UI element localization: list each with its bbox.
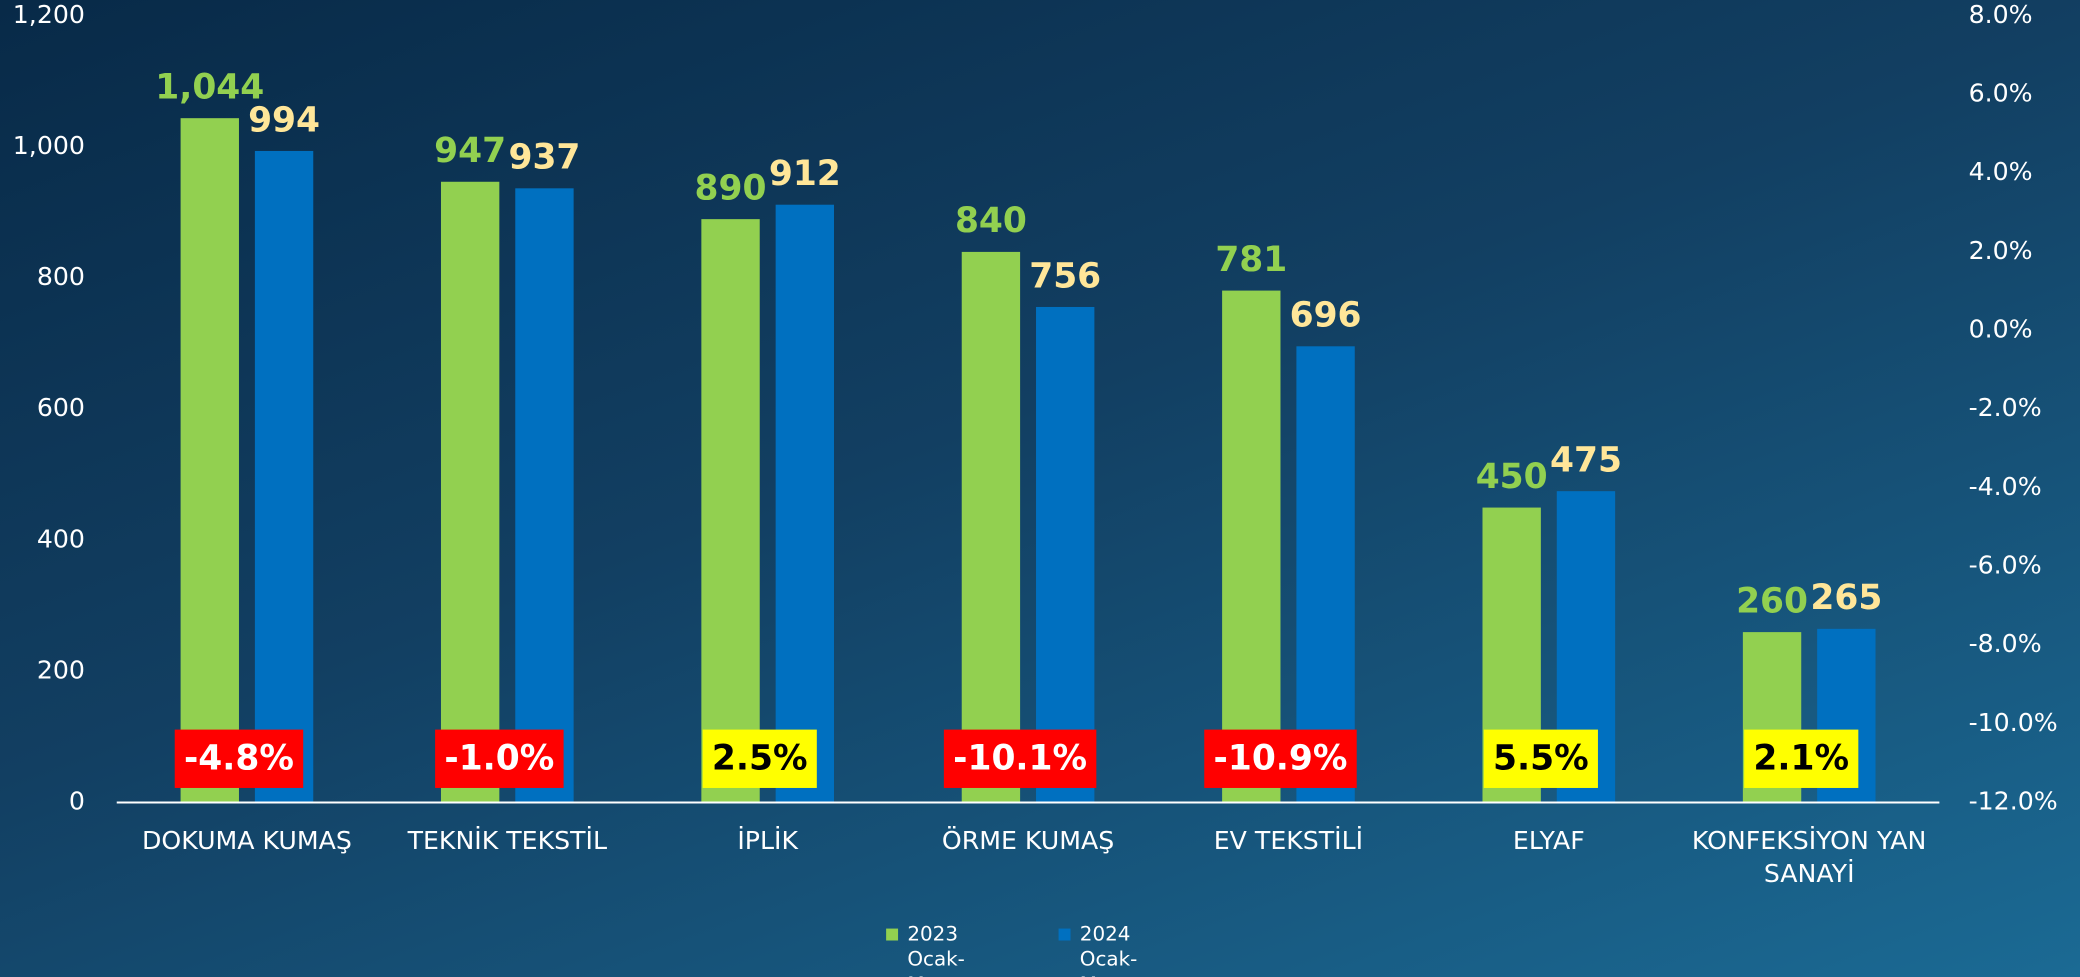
y-tick-label: 0	[69, 787, 85, 816]
change-label: -4.8%	[184, 739, 294, 779]
change-label-box	[435, 729, 564, 788]
change-label: 2.5%	[712, 739, 808, 779]
y2-tick-label: 0.0%	[1969, 315, 2033, 344]
y-tick-label: 400	[37, 524, 85, 553]
bar	[1222, 290, 1281, 803]
legend-label: 2023 Ocak-Mayıs	[907, 921, 965, 977]
y2-tick-label: -2.0%	[1969, 393, 2042, 422]
value-label: 781	[1215, 240, 1287, 280]
value-label: 1,044	[155, 67, 264, 107]
y2-tick-label: 6.0%	[1969, 79, 2033, 108]
bar	[701, 219, 760, 803]
y-tick-label: 200	[37, 655, 85, 684]
y2-tick-label: -10.0%	[1969, 708, 2058, 737]
x-tick-label: KONFEKSİYON YAN SANAYİ	[1691, 826, 1927, 889]
x-tick-label: EV TEKSTİLİ	[1213, 826, 1364, 856]
legend-item: 2024 Ocak-Mayıs	[1058, 921, 1192, 977]
y2-tick-label: -12.0%	[1969, 787, 2058, 816]
bar	[1296, 346, 1355, 803]
change-label: 2.1%	[1753, 739, 1849, 779]
y2-tick-label: -4.0%	[1969, 472, 2042, 501]
value-label: 756	[1029, 256, 1101, 296]
bar	[254, 150, 314, 803]
value-label: 450	[1476, 457, 1548, 497]
value-label: 994	[248, 100, 320, 140]
y-tick-label: 600	[37, 393, 85, 422]
bar	[961, 251, 1021, 803]
legend-label: 2024 Ocak-Mayıs	[1079, 921, 1138, 977]
x-tick-label: İPLİK	[737, 826, 798, 856]
change-label: 5.5%	[1493, 739, 1589, 779]
x-tick-label: TEKNİK TEKSTİL	[407, 826, 607, 856]
x-tick-label: ELYAF	[1512, 826, 1585, 856]
bar	[775, 204, 835, 803]
value-label: 260	[1736, 581, 1808, 621]
y2-tick-label: 2.0%	[1969, 236, 2033, 265]
y2-tick-label: -8.0%	[1969, 629, 2042, 658]
legend-swatch	[886, 928, 899, 941]
change-label: -1.0%	[444, 739, 554, 779]
y-tick-label: 1,200	[13, 0, 85, 29]
x-tick-label: ÖRME KUMAŞ	[941, 826, 1115, 856]
bar	[515, 188, 574, 803]
bar	[440, 181, 500, 803]
value-label: 890	[695, 168, 767, 208]
x-tick-label: DOKUMA KUMAŞ	[142, 826, 352, 856]
change-label-box	[702, 729, 817, 788]
y2-tick-label: 4.0%	[1969, 157, 2033, 186]
legend-item: 2023 Ocak-Mayıs	[886, 922, 1019, 977]
y-tick-label: 800	[37, 262, 85, 291]
value-label: 265	[1810, 578, 1882, 618]
value-label: 912	[769, 154, 841, 194]
bar	[180, 118, 239, 803]
bar	[1036, 306, 1095, 803]
change-label-box	[174, 729, 304, 788]
y-tick-label: 1,000	[13, 131, 85, 160]
change-label: -10.9%	[1214, 739, 1348, 779]
value-label: 696	[1290, 296, 1362, 336]
change-label-box	[1483, 729, 1598, 788]
legend-swatch	[1058, 928, 1071, 941]
y2-tick-label: 8.0%	[1969, 0, 2033, 29]
value-label: 947	[434, 131, 506, 171]
change-label-box	[943, 729, 1097, 788]
change-label-box	[1744, 729, 1859, 788]
value-label: 475	[1550, 440, 1622, 480]
value-label: 840	[955, 201, 1027, 241]
y2-tick-label: -6.0%	[1969, 551, 2042, 580]
value-label: 937	[508, 138, 580, 178]
change-label-box	[1204, 729, 1357, 788]
change-label: -10.1%	[953, 739, 1087, 779]
